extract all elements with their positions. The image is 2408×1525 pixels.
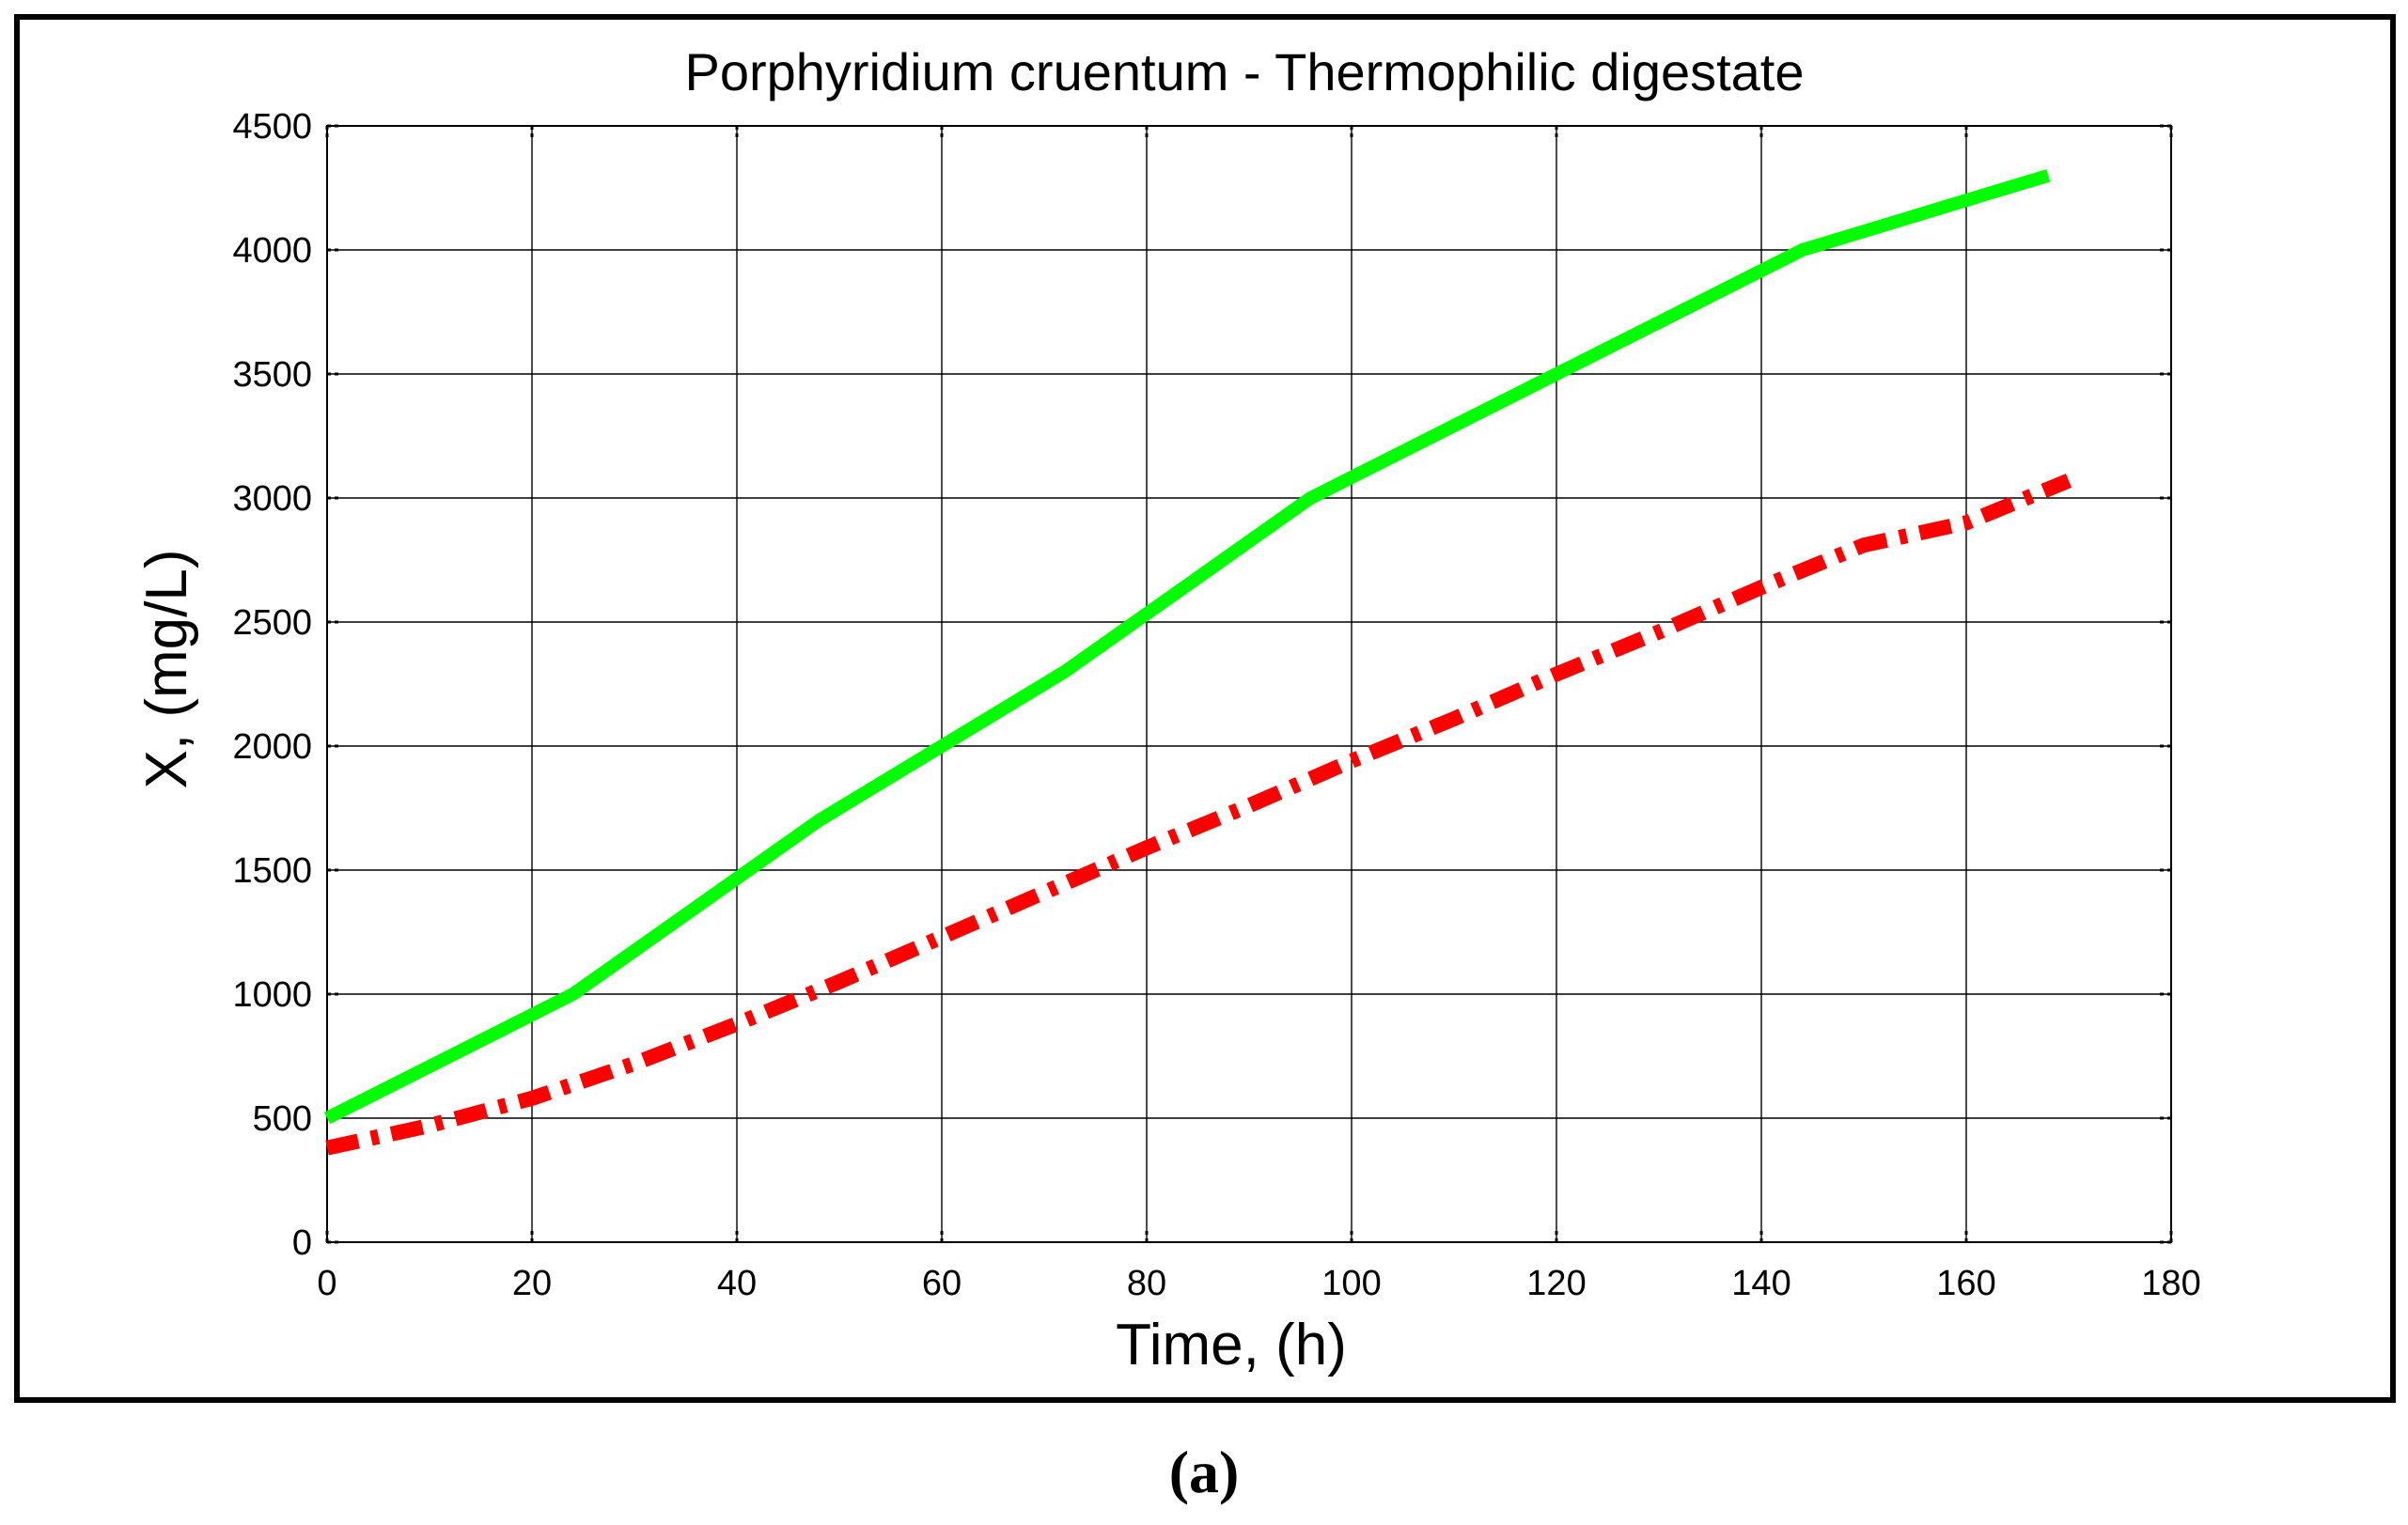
x-tick-label: 20 bbox=[512, 1264, 552, 1303]
y-tick-label: 0 bbox=[292, 1223, 312, 1263]
grid-layer bbox=[327, 126, 2171, 1242]
y-tick-label: 1500 bbox=[232, 851, 312, 891]
series-line-1 bbox=[323, 169, 2051, 1125]
x-tick-label: 80 bbox=[1127, 1264, 1166, 1303]
y-tick-label: 4500 bbox=[232, 107, 312, 147]
x-tick-label: 140 bbox=[1731, 1264, 1790, 1303]
tick-layer bbox=[325, 124, 2173, 1244]
chart-title: Porphyridium cruentum - Thermophilic dig… bbox=[684, 42, 1804, 101]
tick-label-layer: 0 20 40 60 80 100 120 140 160 180 0 500 1000 1500 2000… bbox=[232, 107, 2200, 1303]
plot-area bbox=[326, 125, 2172, 1243]
x-tick-label: 100 bbox=[1321, 1264, 1381, 1303]
x-tick-label: 120 bbox=[1526, 1264, 1586, 1303]
y-tick-label: 2500 bbox=[232, 603, 312, 643]
y-tick-label: 1000 bbox=[232, 975, 312, 1015]
y-tick-label: 2000 bbox=[232, 727, 312, 767]
x-tick-label: 180 bbox=[2141, 1264, 2200, 1303]
x-tick-label: 40 bbox=[717, 1264, 757, 1303]
x-tick-label: 60 bbox=[922, 1264, 962, 1303]
x-tick-label: 0 bbox=[317, 1264, 336, 1303]
panel-label: (a) bbox=[1169, 1439, 1240, 1505]
y-axis-label: X, (mg/L) bbox=[134, 550, 199, 789]
x-tick-label: 160 bbox=[1936, 1264, 1995, 1303]
y-tick-label: 3000 bbox=[232, 479, 312, 519]
y-tick-label: 4000 bbox=[232, 231, 312, 271]
y-tick-label: 500 bbox=[253, 1099, 312, 1139]
series-line-2 bbox=[325, 474, 2072, 1156]
series-layer bbox=[323, 169, 2072, 1156]
x-axis-label: Time, (h) bbox=[1116, 1313, 1347, 1377]
y-tick-label: 3500 bbox=[232, 355, 312, 395]
